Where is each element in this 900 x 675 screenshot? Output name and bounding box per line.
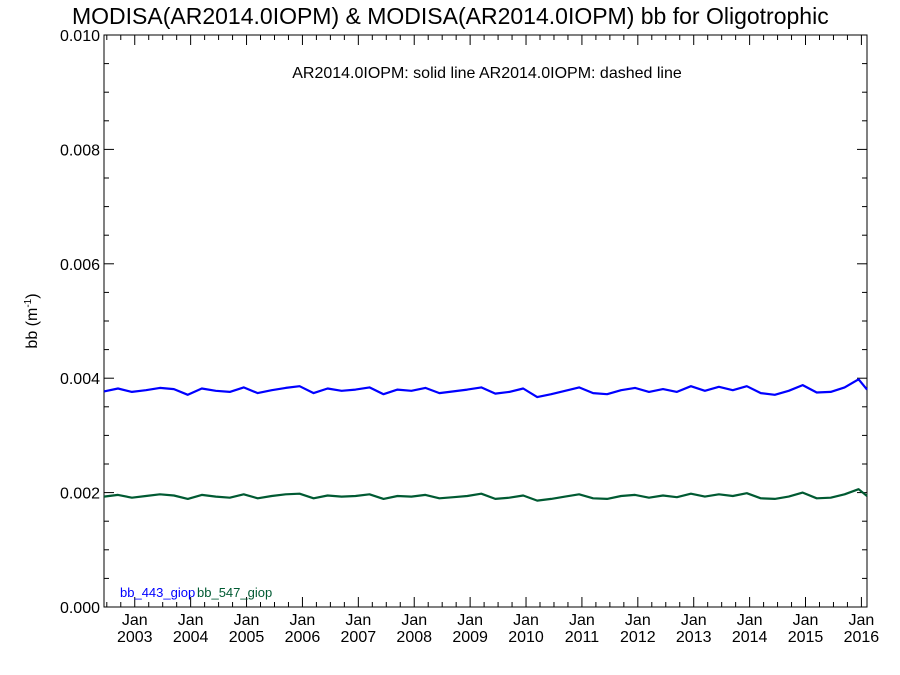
x-tick-year-label: 2014 [732, 629, 768, 646]
x-axis: Jan2003Jan2004Jan2005Jan2006Jan2007Jan20… [106, 35, 880, 646]
x-tick-month-label: Jan [513, 612, 539, 629]
y-axis-label-main: bb (m [24, 308, 41, 349]
x-tick-year-label: 2007 [341, 629, 377, 646]
x-tick-month-label: Jan [345, 612, 371, 629]
series-line-bb_547_giop [103, 488, 868, 502]
y-axis-label-close: ) [24, 293, 41, 298]
y-tick-label: 0.006 [60, 257, 100, 274]
x-tick-year-label: 2012 [620, 629, 656, 646]
x-tick-month-label: Jan [290, 612, 316, 629]
x-tick-year-label: 2006 [285, 629, 321, 646]
x-tick-month-label: Jan [457, 612, 483, 629]
x-tick-year-label: 2013 [676, 629, 712, 646]
legend-entry-bb_443_giop: bb_443_giop [120, 585, 195, 600]
x-tick-month-label: Jan [122, 612, 148, 629]
series-line-bb_443_giop [103, 378, 868, 399]
chart-title: MODISA(AR2014.0IOPM) & MODISA(AR2014.0IO… [72, 3, 829, 29]
x-tick-year-label: 2003 [117, 629, 153, 646]
x-tick-month-label: Jan [569, 612, 595, 629]
x-tick-month-label: Jan [625, 612, 651, 629]
x-tick-month-label: Jan [849, 612, 875, 629]
y-axis-label-sup: -1 [23, 298, 34, 307]
x-tick-month-label: Jan [401, 612, 427, 629]
x-tick-year-label: 2009 [452, 629, 488, 646]
x-tick-month-label: Jan [681, 612, 707, 629]
series-layer [103, 378, 868, 502]
x-tick-month-label: Jan [234, 612, 260, 629]
x-tick-year-label: 2004 [173, 629, 209, 646]
legend: bb_443_giop bb_547_giop [120, 585, 272, 600]
x-tick-year-label: 2016 [844, 629, 880, 646]
y-axis-label: bb (m-1) [23, 293, 41, 348]
x-tick-year-label: 2008 [396, 629, 432, 646]
x-tick-month-label: Jan [737, 612, 763, 629]
x-tick-year-label: 2010 [508, 629, 544, 646]
y-tick-label: 0.002 [60, 486, 100, 503]
x-tick-year-label: 2011 [565, 629, 600, 646]
y-tick-label: 0.000 [60, 600, 100, 617]
legend-entry-bb_547_giop: bb_547_giop [197, 585, 272, 600]
y-tick-label: 0.004 [60, 371, 100, 388]
y-axis: 0.000 0.002 0.004 0.006 0.008 0.010 [60, 28, 867, 617]
plot-frame [103, 34, 868, 608]
x-tick-month-label: Jan [793, 612, 819, 629]
x-tick-year-label: 2005 [229, 629, 265, 646]
line-style-annotation: AR2014.0IOPM: solid line AR2014.0IOPM: d… [292, 65, 682, 82]
y-tick-label: 0.010 [60, 28, 100, 45]
x-tick-year-label: 2015 [788, 629, 824, 646]
x-tick-month-label: Jan [178, 612, 204, 629]
y-tick-label: 0.008 [60, 142, 100, 159]
